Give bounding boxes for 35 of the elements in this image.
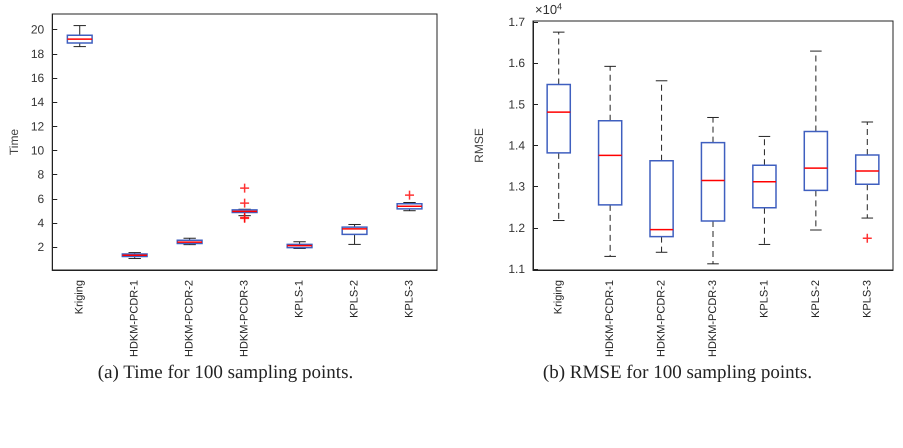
y-tick-label: 1.7 bbox=[508, 14, 526, 29]
y-tick-label: 1.5 bbox=[508, 97, 526, 112]
x-tick-label: HDKM-PCDR-2 bbox=[184, 280, 196, 357]
y-tick-label: 1.2 bbox=[508, 220, 526, 235]
y-axis-title: RMSE bbox=[472, 128, 486, 163]
x-tick-label: KPLS-3 bbox=[404, 280, 416, 318]
y-tick-label: 16 bbox=[30, 71, 45, 85]
x-tick-label: KPLS-2 bbox=[348, 280, 361, 318]
y-tick-label: 12 bbox=[30, 119, 45, 134]
x-tick-label: HDKM-PCDR-2 bbox=[656, 280, 668, 357]
y-tick-label: 20 bbox=[30, 22, 45, 37]
x-tick-label: HDKM-PCDR-1 bbox=[604, 280, 616, 357]
x-tick-label: HDKM-PCDR-3 bbox=[238, 280, 251, 357]
y-tick-label: 18 bbox=[30, 46, 45, 61]
y-tick-label: 14 bbox=[30, 95, 45, 110]
y-tick-label: 6 bbox=[38, 192, 45, 206]
y-tick-label: 10 bbox=[30, 143, 45, 158]
x-tick-label: KPLS-1 bbox=[294, 280, 306, 318]
y-tick-label: 1.4 bbox=[508, 138, 526, 152]
x-tick-label: Kriging bbox=[552, 280, 565, 314]
y-axis-title: Time bbox=[7, 128, 21, 156]
y-tick-label: 4 bbox=[38, 216, 45, 230]
y-tick-label: 1.6 bbox=[508, 56, 526, 70]
y-tick-label: 8 bbox=[38, 168, 45, 182]
text: (a) Time for 100 sampling points. bbox=[96, 362, 354, 384]
y-tick-label: 1.1 bbox=[508, 262, 526, 276]
x-tick-label: HDKM-PCDR-1 bbox=[128, 280, 141, 357]
y-tick-label: 1.3 bbox=[508, 180, 526, 194]
y-tick-label: 2 bbox=[38, 240, 45, 254]
x-tick-label: KPLS-2 bbox=[810, 280, 822, 318]
x-tick-label: HDKM-PCDR-3 bbox=[707, 280, 719, 357]
x-tick-label: Kriging bbox=[74, 280, 86, 314]
text: (b) RMSE for 100 sampling points. bbox=[542, 362, 814, 384]
x-tick-label: KPLS-1 bbox=[758, 280, 770, 318]
x-tick-label: KPLS-3 bbox=[861, 280, 874, 318]
